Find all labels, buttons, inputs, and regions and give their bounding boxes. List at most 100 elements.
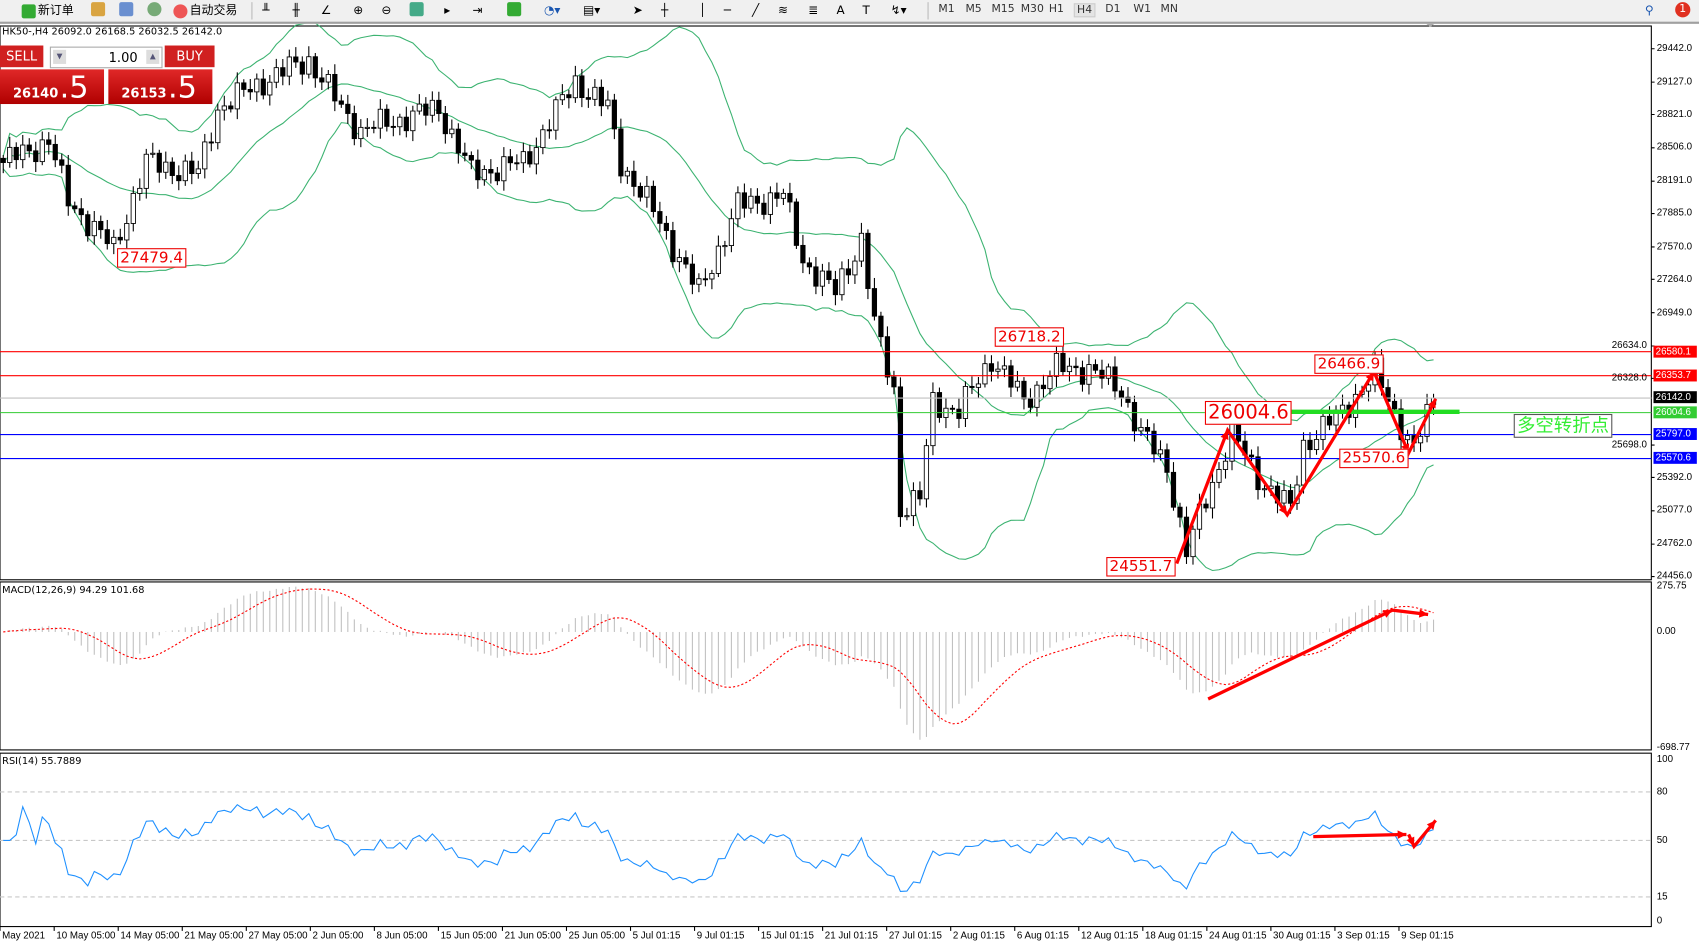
cursor-icon[interactable]: ➤ <box>632 3 643 18</box>
candle <box>436 91 442 122</box>
price-axis-label: 28191.0 <box>1656 174 1693 186</box>
sell-button[interactable]: SELL <box>0 45 44 68</box>
horizontal-line-icon[interactable]: ─ <box>723 3 731 18</box>
candle <box>124 214 130 250</box>
time-axis-label: 25 Jun 05:00 <box>568 929 626 941</box>
price-axis-label: 26328.0 <box>1611 371 1647 383</box>
candle <box>1086 354 1092 395</box>
new-order-icon <box>21 3 36 18</box>
zoom-in-icon[interactable]: ⊕ <box>353 3 364 18</box>
timeframe-mn[interactable]: MN <box>1160 3 1178 16</box>
timeframe-m1[interactable]: M1 <box>938 3 955 16</box>
signals-icon[interactable] <box>147 2 162 17</box>
timeframe-d1[interactable]: D1 <box>1105 3 1121 16</box>
candle <box>930 382 936 456</box>
search-icon[interactable]: ⚲ <box>1644 3 1654 18</box>
auto-trading-button[interactable]: 自动交易 <box>173 2 237 19</box>
chart-shift-icon[interactable]: ⇥ <box>472 3 483 18</box>
candle <box>442 105 448 144</box>
time-axis-label: May 2021 <box>2 929 46 941</box>
indicators-icon[interactable] <box>507 2 522 17</box>
candle <box>767 186 774 224</box>
text-icon[interactable]: A <box>836 3 845 18</box>
candle <box>156 149 162 183</box>
fibo-fan-icon[interactable]: ≣ <box>808 3 819 18</box>
price-axis-label: 27570.0 <box>1656 240 1693 252</box>
candle <box>1131 395 1138 442</box>
candle <box>59 153 65 174</box>
text-label-icon[interactable]: T <box>862 3 870 18</box>
candle <box>260 69 266 100</box>
time-axis-label: 24 Aug 01:15 <box>1209 929 1267 941</box>
candle <box>904 507 910 521</box>
candle <box>1313 430 1320 455</box>
buy-price[interactable]: 26153.5 <box>108 69 213 105</box>
vertical-line-icon[interactable]: │ <box>698 3 707 18</box>
candle <box>20 134 26 169</box>
timeframe-m15[interactable]: M15 <box>991 3 1015 16</box>
toolbar: 新订单 自动交易 ╨ ╫ ∠ ⊕ ⊖ ▸ ⇥ ◔▾ ▤▾ ➤ ┼ │ ─ ╱ ≋… <box>0 0 1699 24</box>
timeframe-h1[interactable]: H1 <box>1048 3 1064 16</box>
candle <box>189 151 195 185</box>
tile-windows-icon[interactable] <box>409 2 424 17</box>
candle <box>1099 359 1105 389</box>
templates-icon[interactable]: ▤▾ <box>582 3 601 18</box>
bar-chart-icon[interactable]: ╨ <box>262 3 270 18</box>
market-watch-icon[interactable] <box>91 2 106 17</box>
candle <box>228 101 234 113</box>
candle <box>1144 419 1151 441</box>
chart-shift-marker <box>1426 23 1435 28</box>
price-axis-label: 28506.0 <box>1656 141 1693 153</box>
candle <box>98 215 104 239</box>
candlestick-icon[interactable]: ╫ <box>292 3 300 18</box>
buy-button[interactable]: BUY <box>164 45 215 68</box>
candle <box>891 370 897 395</box>
candle <box>1404 429 1411 446</box>
bollinger-middle <box>2 83 1434 489</box>
time-axis-label: 9 Sep 01:15 <box>1401 929 1454 941</box>
rsi-panel-frame <box>0 752 1652 928</box>
candle <box>111 229 117 255</box>
new-order-button[interactable]: 新订单 <box>21 2 74 19</box>
candle <box>1021 377 1027 410</box>
timeframe-m30[interactable]: M30 <box>1020 3 1044 16</box>
candle <box>169 157 175 185</box>
periods-icon[interactable]: ◔▾ <box>543 3 561 18</box>
autoscroll-icon[interactable]: ▸ <box>444 3 451 18</box>
candle <box>7 136 13 168</box>
chart-title: HK50-,H4 26092.0 26168.5 26032.5 26142.0 <box>2 27 223 38</box>
price-chart[interactable] <box>0 23 1699 945</box>
candle <box>1157 440 1164 461</box>
price-tag: 26004.6 <box>1653 406 1697 419</box>
candle <box>819 263 826 297</box>
time-axis-label: 5 Jul 01:15 <box>632 929 681 941</box>
timeframe-m5[interactable]: M5 <box>965 3 982 16</box>
candle <box>202 133 208 179</box>
arrows-icon[interactable]: ↯▾ <box>890 3 907 18</box>
candle <box>91 211 97 245</box>
candle <box>832 270 839 306</box>
volume-down-icon[interactable]: ▼ <box>53 49 67 64</box>
candle <box>1203 498 1209 513</box>
candle <box>936 387 943 423</box>
candle <box>572 65 578 103</box>
timeframe-w1[interactable]: W1 <box>1133 3 1152 16</box>
bollinger-upper <box>2 23 1434 422</box>
volume-input[interactable]: ▼ 1.00 ▲ <box>49 46 163 69</box>
line-chart-icon[interactable]: ∠ <box>320 3 332 18</box>
timeframe-h4[interactable]: H4 <box>1073 3 1096 18</box>
separator <box>927 2 929 20</box>
navigator-icon[interactable] <box>119 2 134 17</box>
time-axis-label: 21 Jul 01:15 <box>824 929 878 941</box>
candle <box>1066 357 1073 382</box>
notification-badge[interactable]: 1 <box>1675 2 1691 18</box>
volume-up-icon[interactable]: ▲ <box>146 49 160 64</box>
trendline-icon[interactable]: ╱ <box>751 3 760 18</box>
sell-price[interactable]: 26140.5 <box>0 69 105 105</box>
time-axis-label: 14 May 05:00 <box>120 929 180 941</box>
zoom-out-icon[interactable]: ⊖ <box>381 3 392 18</box>
macd-axis-label: 0.00 <box>1656 625 1676 637</box>
fibonacci-icon[interactable]: ≋ <box>777 3 788 18</box>
crosshair-icon[interactable]: ┼ <box>660 3 669 18</box>
candle <box>1105 363 1112 385</box>
